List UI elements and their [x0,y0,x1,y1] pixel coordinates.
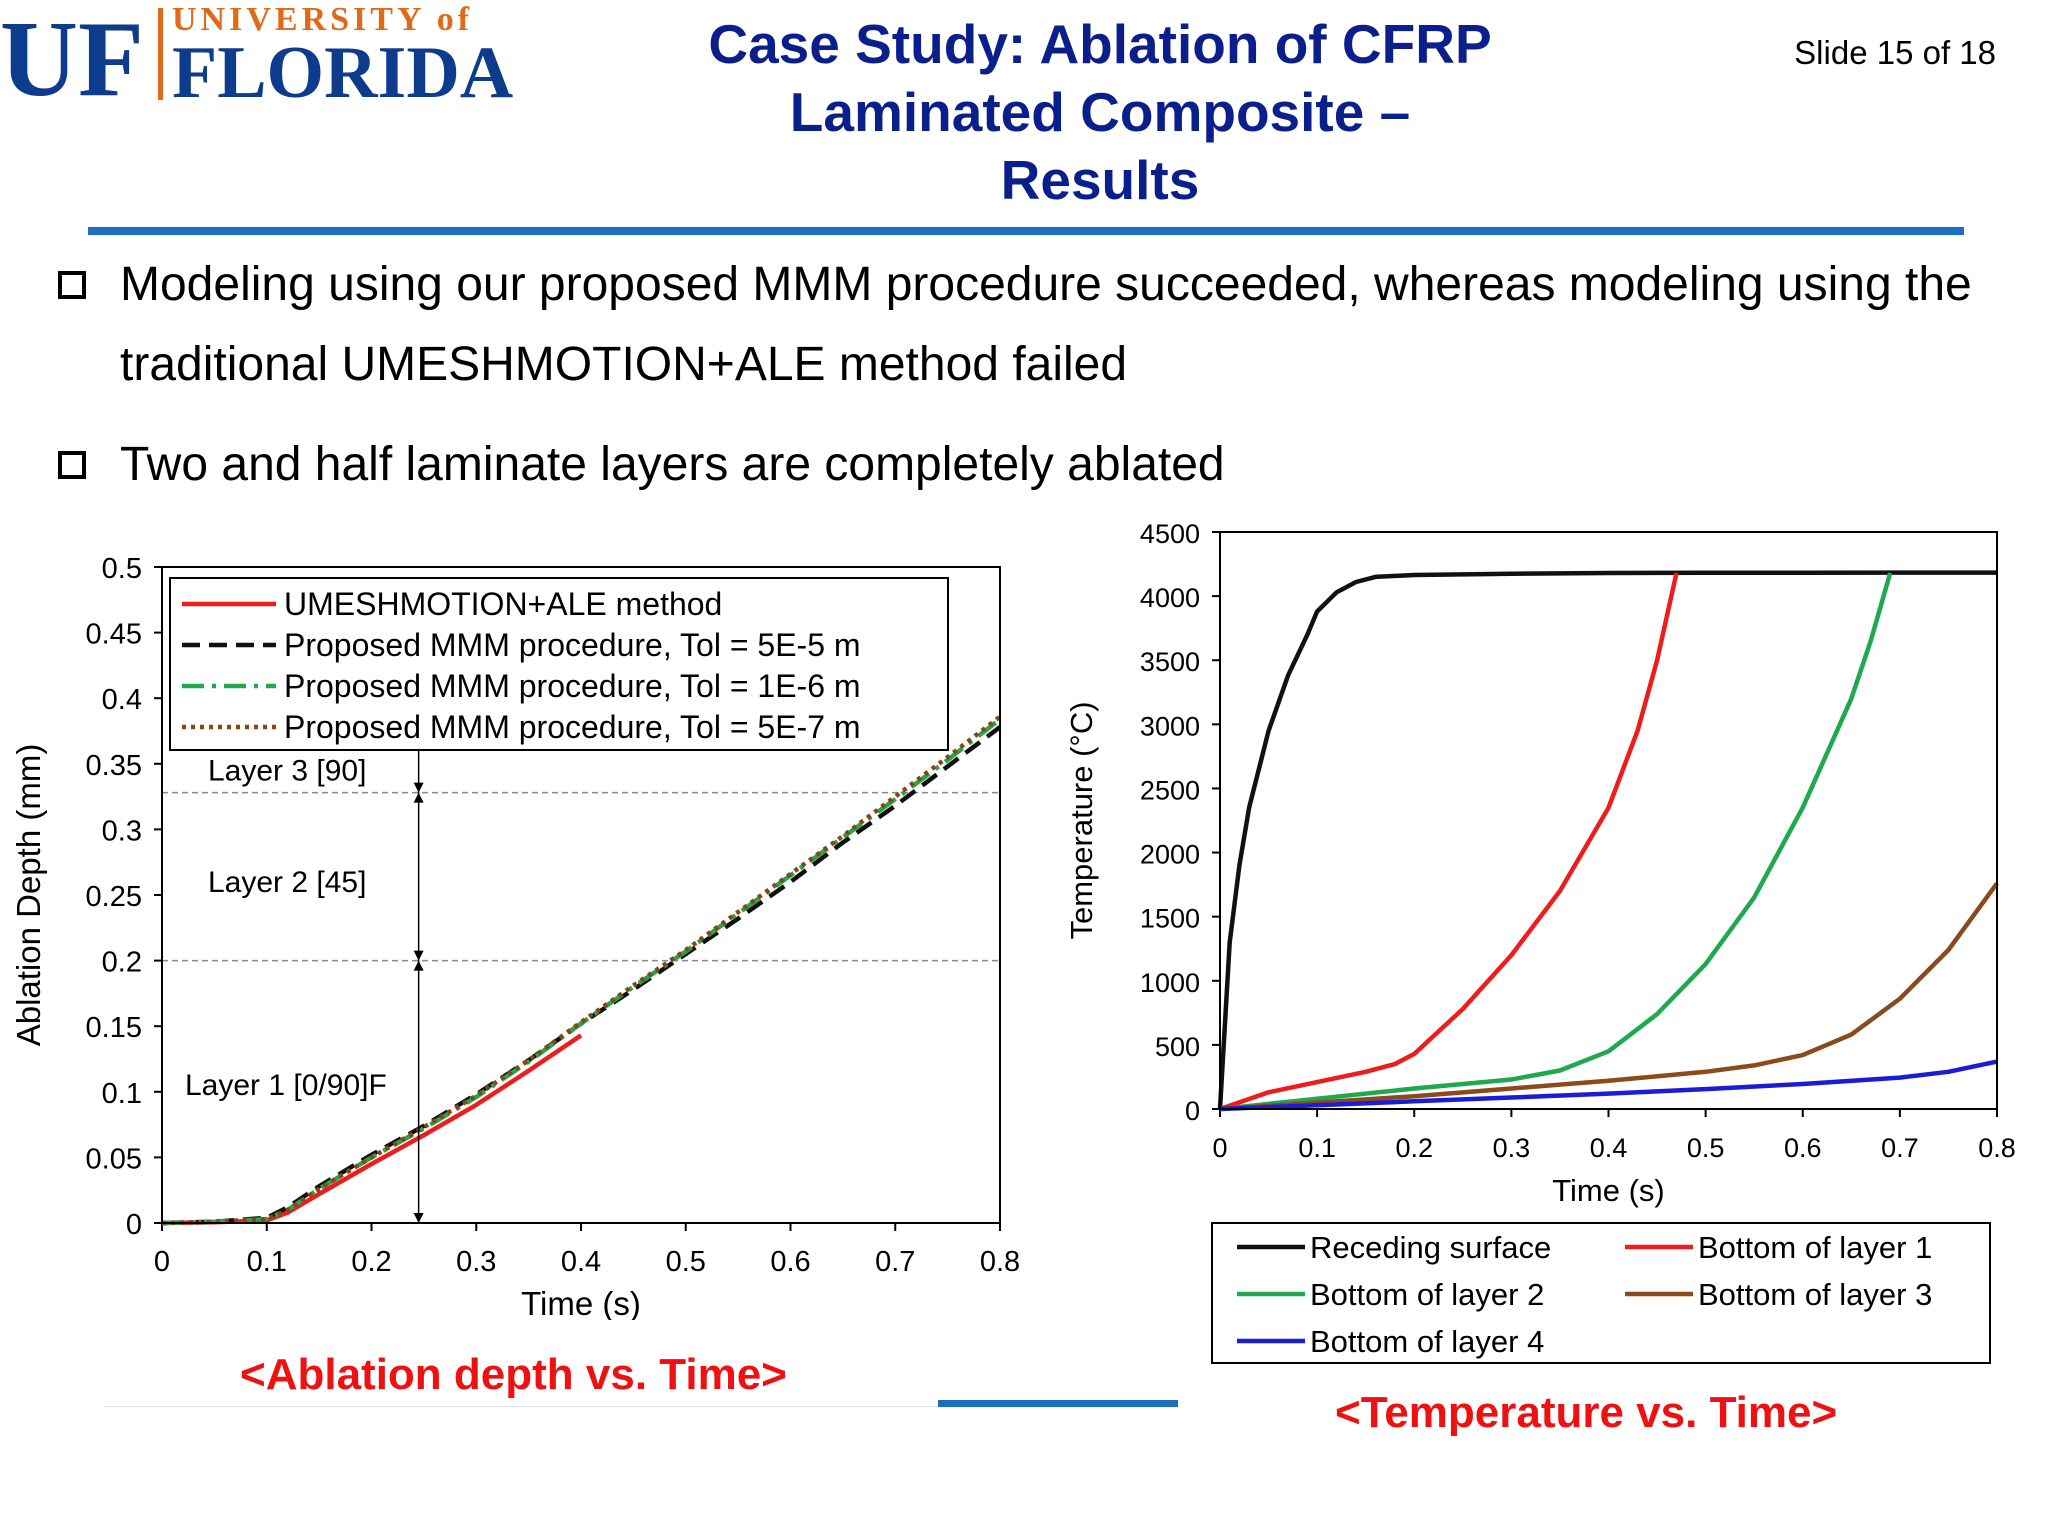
y-tick-label: 0.4 [102,684,142,716]
series-line-1 [161,1033,583,1226]
x-axis-label: Time (s) [521,1285,641,1320]
series-line-4 [161,714,1002,1226]
x-tick-label: 0.8 [1978,1133,2016,1163]
series-line-4 [1219,881,1999,1112]
bullet-text: Modeling using our proposed MMM procedur… [120,258,1972,391]
x-tick-label: 0.4 [561,1246,601,1278]
y-tick-label: 1500 [1140,904,1200,934]
y-axis-label: Temperature (°C) [1064,701,1099,939]
arrowhead-icon [413,950,424,961]
y-tick-label: 0.15 [86,1012,142,1044]
chart-legend [1211,1222,1991,1364]
legend-entry-label: Proposed MMM procedure, Tol = 5E-5 m [284,627,861,663]
x-tick-label: 0.3 [456,1246,496,1278]
y-tick-label: 0 [1185,1096,1200,1126]
y-tick-label: 0.25 [86,881,142,913]
y-tick-label: 0.45 [86,619,142,651]
x-tick-label: 0 [154,1246,170,1278]
plot-area [1219,531,1998,1110]
series-line-2 [1219,572,1679,1112]
legend-entry-label: Proposed MMM procedure, Tol = 1E-6 m [284,668,861,704]
x-tick-label: 0.5 [1687,1133,1725,1163]
uf-logo: UF UNIVERSITY of FLORIDA [0,0,513,110]
uf-logo-line2: FLORIDA [172,32,513,110]
y-axis-label: Ablation Depth (mm) [10,744,47,1047]
legend-entry-label: Bottom of layer 2 [1310,1277,1544,1312]
temperature-chart: 0 0.1 0.2 0.3 0.4 0.5 0.6 0.7 0.8 0 500 1000 1500 200… [1064,519,2016,1364]
series-line-2 [161,725,1002,1226]
x-tick-label: 0.2 [351,1246,391,1278]
series-line-3 [161,717,1002,1226]
y-tick-label: 0.2 [102,947,142,979]
x-tick-label: 0.7 [875,1246,915,1278]
annotation-layer-1: Layer 1 [0/90]F [185,1069,387,1102]
x-tick-label: 0 [1212,1133,1227,1163]
y-tick-label: 500 [1155,1032,1200,1062]
bullet-text: Two and half laminate layers are complet… [120,438,1225,491]
caption-temperature: <Temperature vs. Time> [1335,1388,1838,1437]
y-tick-label: 0.1 [102,1078,142,1110]
x-tick-label: 0.1 [1298,1133,1336,1163]
legend-entry-label: Bottom of layer 3 [1698,1277,1932,1312]
x-tick-label: 0.6 [1784,1133,1822,1163]
uf-logo-line1: UNIVERSITY of [172,1,473,38]
x-tick-label: 0.5 [666,1246,706,1278]
y-tick-label: 0.35 [86,750,142,782]
caption-ablation-depth: <Ablation depth vs. Time> [240,1350,787,1399]
uf-logo-divider [158,8,163,100]
y-tick-label: 4500 [1140,519,1200,549]
y-tick-label: 0 [126,1209,142,1241]
ablation-depth-chart: 0 0.1 0.2 0.3 0.4 0.5 0.6 0.7 0.8 0 0.05 0.1 0.15 0.2… [10,553,1020,1320]
arrowhead-icon [413,782,424,793]
uf-logo-mark: UF [0,0,144,110]
legend-entry-label: Proposed MMM procedure, Tol = 5E-7 m [284,709,861,745]
bullet-item: Modeling using our proposed MMM procedur… [58,245,2018,415]
slide-number: Slide 15 of 18 [1794,34,1996,71]
y-tick-label: 3500 [1140,647,1200,677]
y-tick-label: 3000 [1140,711,1200,741]
legend-entry-label: Receding surface [1310,1230,1551,1265]
footer-line [105,1406,1175,1407]
x-tick-label: 0.8 [980,1246,1020,1278]
legend-entry-label: UMESHMOTION+ALE method [284,586,722,622]
title-divider [88,227,1964,235]
y-tick-label: 4000 [1140,583,1200,613]
y-tick-label: 2500 [1140,775,1200,805]
arrowhead-icon [413,792,424,803]
x-axis-label: Time (s) [1552,1173,1665,1208]
legend-entry-label: Bottom of layer 1 [1698,1230,1932,1265]
footer-accent-bar [938,1400,1178,1407]
y-tick-label: 1000 [1140,968,1200,998]
series-line-3 [1219,572,1893,1112]
x-tick-label: 0.1 [247,1246,287,1278]
arrowhead-icon [413,1213,424,1223]
y-tick-label: 0.5 [102,553,142,585]
legend-entry-label: Bottom of layer 4 [1310,1324,1544,1359]
x-tick-label: 0.3 [1493,1133,1531,1163]
plot-area [161,566,1001,1224]
checkbox-icon [58,451,86,479]
slide-title: Case Study: Ablation of CFRP Laminated C… [708,13,1492,211]
x-tick-label: 0.4 [1590,1133,1628,1163]
x-tick-label: 0.6 [770,1246,810,1278]
chart-legend [169,577,949,751]
series-line-5 [1219,1059,1998,1112]
x-tick-label: 0.7 [1881,1133,1919,1163]
checkbox-icon [58,271,86,299]
annotation-layer-3: Layer 3 [90] [208,754,366,787]
series-line-1 [1217,570,1997,1110]
x-tick-label: 0.2 [1395,1133,1433,1163]
y-tick-label: 2000 [1140,840,1200,870]
annotation-layer-2: Layer 2 [45] [208,866,366,899]
y-tick-label: 0.3 [102,815,142,847]
bullet-item: Two and half laminate layers are complet… [58,425,2018,505]
arrowhead-icon [413,960,424,971]
y-tick-label: 0.05 [86,1143,142,1175]
